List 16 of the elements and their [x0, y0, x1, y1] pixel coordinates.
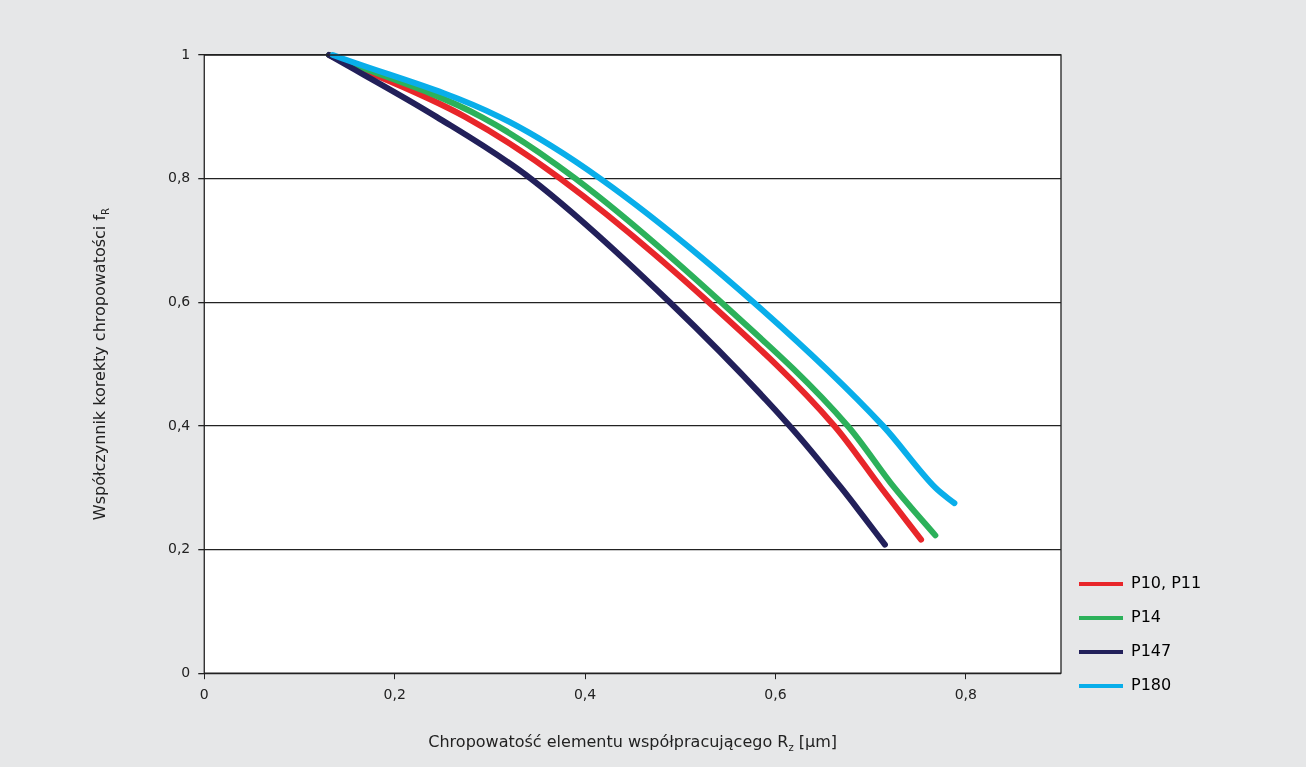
y-axis-title: Współczynnik korekty chropowatości fR	[90, 207, 111, 521]
y-tick-label: 0,4	[168, 416, 191, 433]
y-tick-label: 0	[181, 663, 191, 680]
legend-label: P180	[1131, 675, 1172, 695]
x-tick-label: 0,8	[954, 686, 977, 703]
legend-label: P14	[1131, 607, 1162, 627]
y-tick-label: 1	[181, 45, 191, 62]
x-tick-label: 0	[199, 686, 209, 703]
legend-label: P147	[1131, 641, 1172, 661]
y-tick-label: 0,2	[168, 540, 191, 557]
x-tick-label: 0,4	[573, 686, 597, 703]
y-tick-label: 0,6	[168, 292, 191, 309]
x-tick-label: 0,6	[764, 686, 787, 703]
x-tick-label: 0,2	[383, 686, 406, 703]
legend-label: P10, P11	[1131, 573, 1202, 593]
y-tick-label: 0,8	[168, 169, 191, 186]
